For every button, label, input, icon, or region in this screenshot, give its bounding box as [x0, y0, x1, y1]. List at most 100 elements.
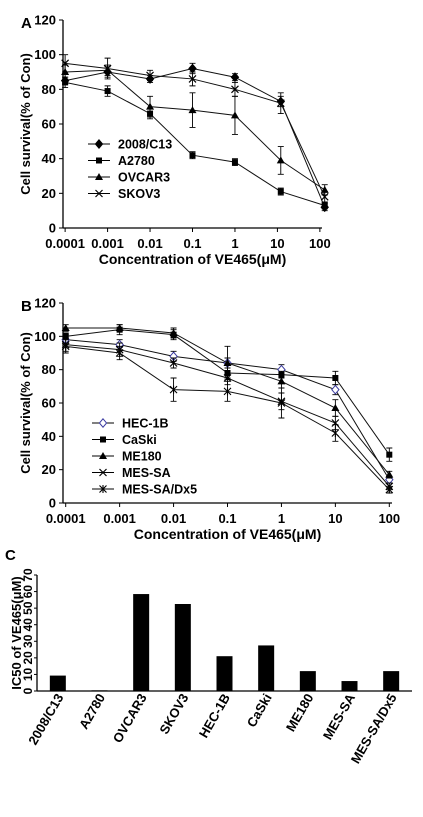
panel-a: A 0 20 40 60 80 100 120 0.0001 0.001 0.01 0.1 1 10 100…	[18, 13, 331, 268]
x-tick-label: 1	[278, 511, 285, 526]
legend: HEC-1B CaSki ME180 MES-SA MES-SA/Dx5	[92, 417, 197, 497]
data-point	[188, 106, 197, 114]
x-tick-label: 1	[231, 236, 238, 251]
data-point	[231, 85, 239, 94]
data-point	[277, 377, 286, 385]
x-tick-label: 0.0001	[46, 511, 86, 526]
data-point	[189, 152, 196, 159]
data-point	[61, 59, 70, 68]
legend: 2008/C13 A2780 OVCAR3 SKOV3	[88, 138, 172, 201]
legend-marker	[99, 452, 107, 459]
x-axis-label: Concentration of VE465(μM)	[99, 251, 286, 267]
y-tick-label: 100	[34, 329, 56, 344]
data-point	[331, 429, 340, 437]
data-point	[62, 79, 69, 86]
bar	[341, 681, 358, 691]
panel-label: A	[21, 15, 32, 32]
y-tick-label: 20	[21, 651, 35, 665]
y-tick-label: 40	[42, 151, 56, 166]
x-tick-label: 0.001	[91, 236, 124, 251]
data-point	[276, 156, 285, 164]
data-point	[169, 359, 178, 367]
series-mes-sa-dx5	[61, 339, 394, 494]
panel-label: C	[5, 547, 16, 564]
data-point	[332, 375, 339, 381]
series-line	[65, 69, 325, 191]
data-point	[188, 75, 197, 83]
x-tick-label: 2008/C13	[25, 691, 66, 747]
data-point	[276, 99, 285, 108]
series-line	[65, 68, 326, 208]
y-tick-label: 50	[21, 601, 35, 615]
data-point	[115, 324, 124, 331]
legend-marker	[100, 436, 106, 443]
legend-label: MES-SA	[122, 466, 171, 480]
legend-marker	[94, 139, 104, 149]
data-point	[103, 64, 112, 73]
bar	[91, 690, 108, 692]
x-tick-label: MES-SA	[320, 690, 359, 742]
y-tick-label: 20	[42, 462, 56, 477]
y-axis-label: IC50 of VE465(μM)	[9, 576, 24, 689]
x-tick-label: 0.0001	[45, 236, 85, 251]
legend-label: MES-SA/Dx5	[122, 483, 197, 497]
x-tick-label: 0.01	[137, 236, 162, 251]
y-axis-label: Cell survival(% of Con)	[18, 53, 33, 195]
y-tick-label: 40	[21, 618, 35, 632]
y-tick-label: 120	[34, 296, 56, 311]
y-tick-label: 0	[49, 221, 56, 236]
data-point	[223, 359, 232, 366]
x-tick-label: 100	[378, 511, 400, 526]
legend-label: HEC-1B	[122, 417, 169, 431]
x-tick-label: ME180	[283, 691, 317, 734]
legend-label: SKOV3	[118, 187, 160, 201]
x-tick-label: HEC-1B	[196, 691, 233, 740]
data-point	[320, 192, 329, 201]
data-point	[61, 342, 70, 351]
y-tick-label: 80	[42, 82, 56, 97]
x-tick-label: 10	[270, 236, 284, 251]
x-tick-label: A2780	[76, 691, 108, 732]
y-tick-label: 120	[34, 13, 56, 28]
y-tick-label: 10	[21, 667, 35, 681]
data-point	[385, 470, 394, 478]
bar	[216, 656, 233, 691]
legend-label: ME180	[122, 450, 162, 464]
data-point	[188, 63, 197, 74]
y-tick-label: 60	[42, 117, 56, 132]
y-tick-label: 100	[34, 47, 56, 62]
data-point	[277, 188, 284, 195]
data-point	[231, 159, 238, 166]
data-point	[386, 451, 393, 458]
y-tick-label: 60	[42, 396, 56, 411]
series-ovcar3	[61, 64, 329, 196]
y-tick-label: 0	[21, 687, 35, 694]
series-skov3	[61, 54, 329, 203]
bar	[133, 594, 150, 691]
y-tick-label: 40	[42, 429, 56, 444]
y-tick-label: 30	[21, 634, 35, 648]
legend-marker	[95, 189, 103, 198]
panel-b: B 0 20 40 60 80 100 120 0.0001 0.001 0.01 0.1 1 10 100…	[18, 296, 400, 543]
bar	[49, 675, 66, 691]
data-point	[331, 404, 340, 411]
x-tick-label: 100	[309, 236, 331, 251]
data-point	[321, 202, 328, 209]
data-point	[223, 387, 232, 396]
x-tick-label: 0.1	[218, 511, 236, 526]
legend-label: 2008/C13	[118, 138, 172, 152]
x-tick-label: 0.01	[161, 511, 186, 526]
x-tick-label: CaSki	[244, 691, 275, 730]
legend-label: A2780	[118, 154, 155, 168]
x-tick-label: OVCAR3	[110, 691, 150, 745]
legend-marker	[96, 157, 102, 164]
panel-label: B	[21, 298, 32, 315]
data-point	[331, 384, 340, 395]
y-tick-label: 60	[21, 585, 35, 599]
x-tick-label: 0.1	[183, 236, 201, 251]
legend-label: OVCAR3	[118, 171, 170, 185]
bar	[174, 604, 191, 691]
data-point	[62, 333, 69, 340]
